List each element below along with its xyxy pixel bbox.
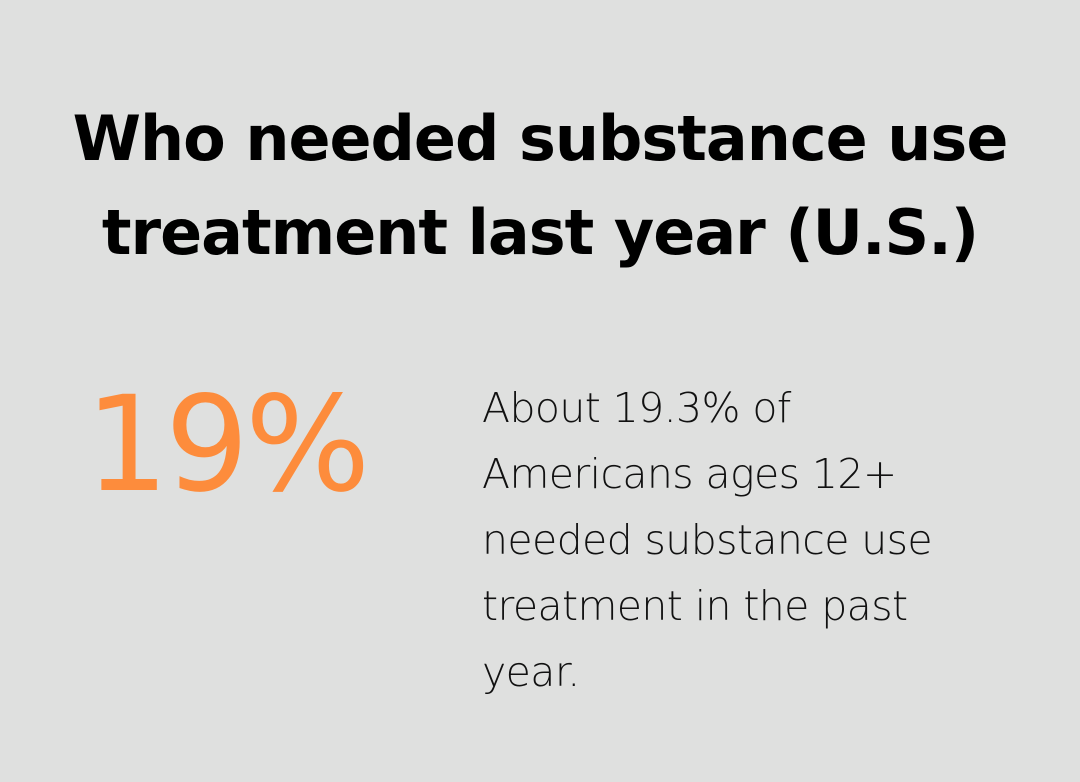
statistic-value: 19% <box>85 368 370 522</box>
statistic-description: About 19.3% of Americans ages 12+ needed… <box>482 384 933 696</box>
headline: Who needed substance use treatment last … <box>72 102 1009 269</box>
